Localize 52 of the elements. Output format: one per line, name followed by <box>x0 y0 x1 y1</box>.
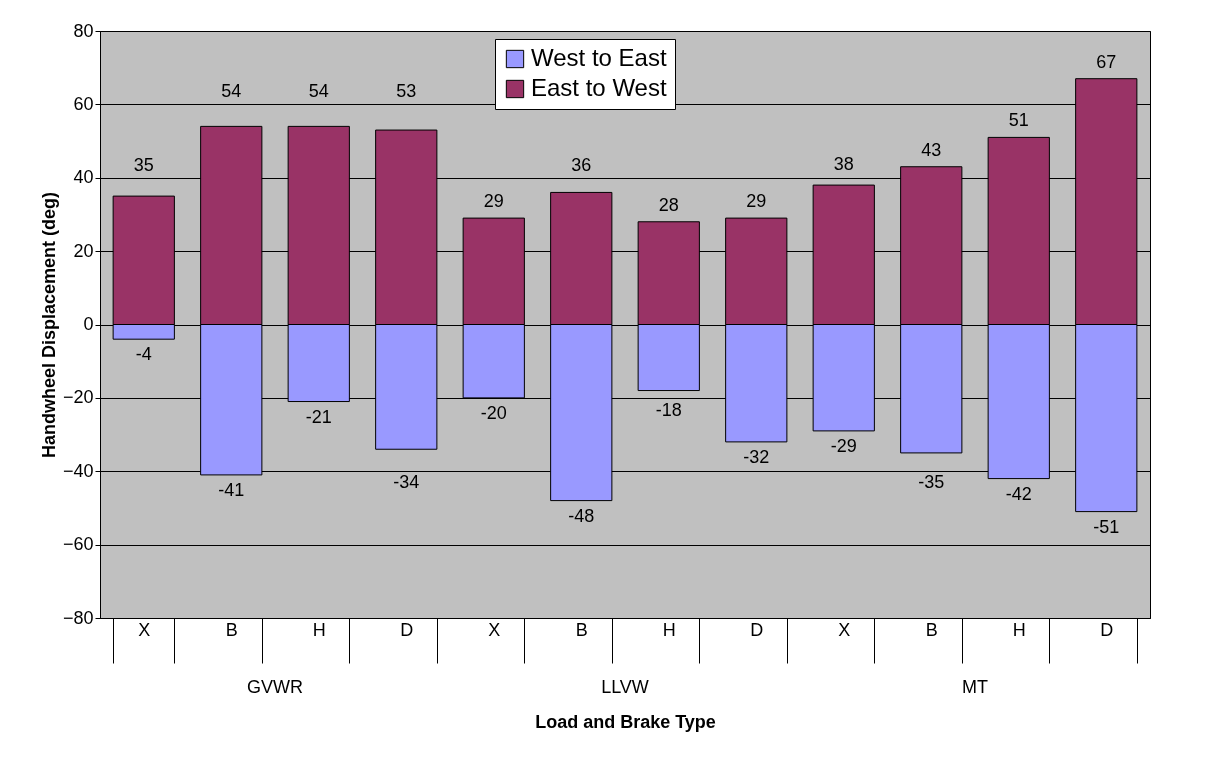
data-label: -51 <box>1093 516 1120 537</box>
data-label: -35 <box>918 471 945 492</box>
y-tick-label: −80 <box>62 607 94 628</box>
y-tick-label: 60 <box>73 93 94 114</box>
y-tick-label: 20 <box>73 240 94 261</box>
data-label: -29 <box>830 435 857 456</box>
data-label: 36 <box>571 155 592 176</box>
x-tick-label: X <box>488 619 501 640</box>
y-tick-label: −60 <box>62 534 94 555</box>
legend-label: East to West <box>531 74 667 101</box>
data-label: -4 <box>135 344 152 365</box>
data-label: 29 <box>746 191 767 212</box>
x-tick-label: H <box>312 619 326 640</box>
x-tick-label: H <box>1012 619 1026 640</box>
x-axis-title: Load and Brake Type <box>535 712 716 732</box>
data-label: -21 <box>305 406 332 427</box>
data-label: -32 <box>743 446 770 467</box>
data-label: -20 <box>480 402 507 423</box>
data-label: 38 <box>833 154 854 175</box>
x-tick-label: B <box>225 619 238 640</box>
x-tick-label: X <box>838 619 851 640</box>
x-tick-label: D <box>1100 619 1114 640</box>
text: MT <box>962 677 988 697</box>
data-label: -18 <box>655 399 682 420</box>
text: GVWR <box>247 677 303 697</box>
legend-label: West to East <box>531 44 667 71</box>
data-label: 67 <box>1096 51 1117 72</box>
x-tick-label: H <box>662 619 676 640</box>
data-label: 53 <box>396 81 417 102</box>
data-label: 29 <box>483 191 504 212</box>
data-label: 51 <box>1008 110 1029 131</box>
data-label: -42 <box>1005 483 1032 504</box>
y-tick-label: 40 <box>73 167 94 188</box>
x-tick-label: D <box>750 619 764 640</box>
data-label: -41 <box>218 479 245 500</box>
y-tick-label: 0 <box>83 314 94 334</box>
y-tick-label: 80 <box>73 20 94 41</box>
y-tick-label: −40 <box>62 460 94 481</box>
text: LLVW <box>601 677 649 697</box>
data-label: 35 <box>133 155 154 176</box>
y-tick-label: −20 <box>62 387 94 408</box>
data-label: -34 <box>393 472 420 493</box>
x-tick-label: B <box>925 619 938 640</box>
data-label: 43 <box>921 139 942 160</box>
data-label: -48 <box>568 505 595 526</box>
data-label: 28 <box>658 194 679 215</box>
x-tick-label: D <box>400 619 414 640</box>
data-label: 54 <box>221 81 242 102</box>
x-tick-label: B <box>575 619 588 640</box>
x-tick-label: X <box>138 619 151 640</box>
data-label: 54 <box>308 81 329 102</box>
y-axis-title: Handwheel Displacement (deg) <box>38 191 59 459</box>
